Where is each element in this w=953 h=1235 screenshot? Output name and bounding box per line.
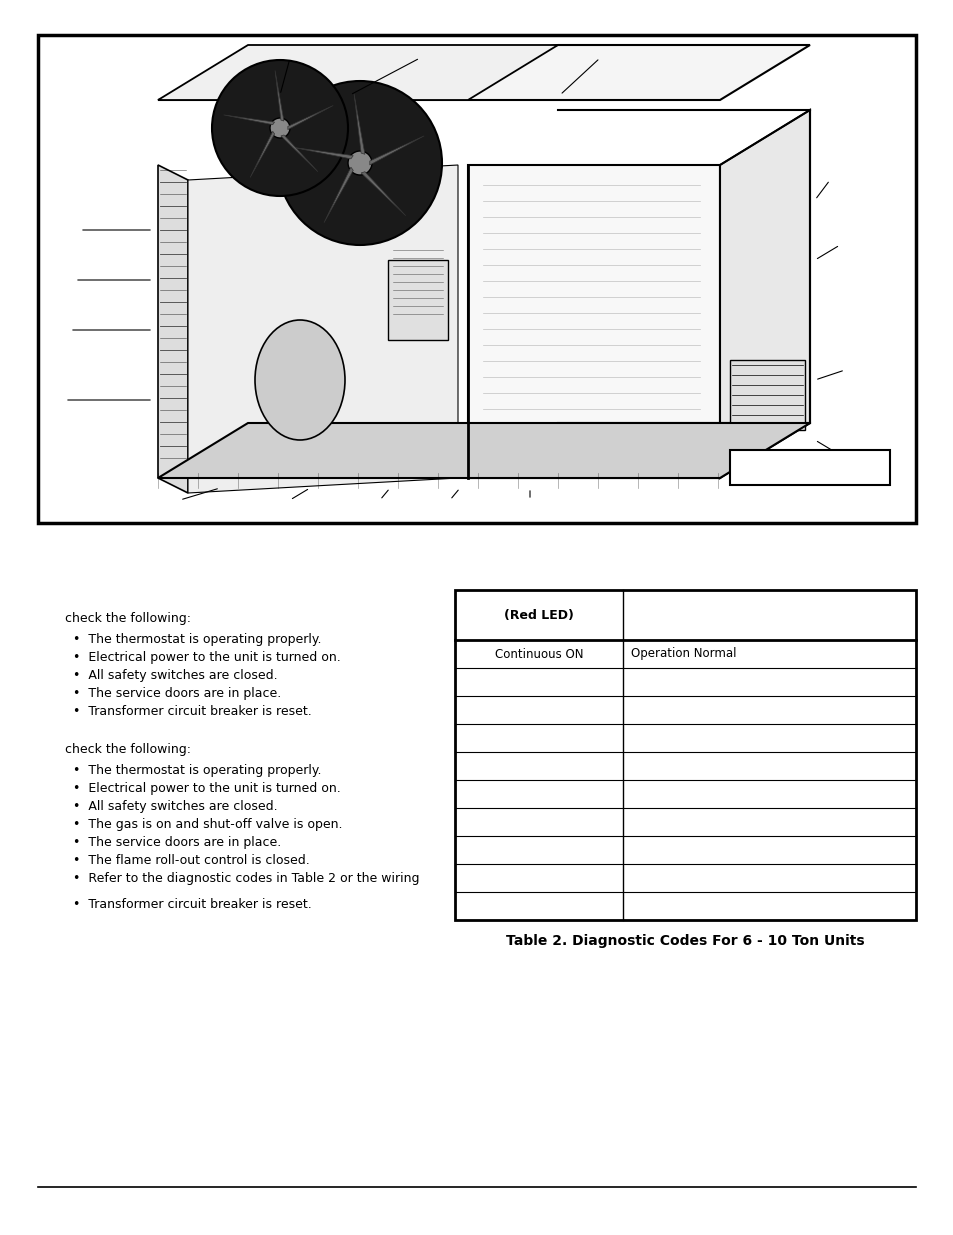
Text: check the following:: check the following:	[65, 743, 191, 756]
Polygon shape	[158, 165, 188, 493]
Polygon shape	[158, 424, 809, 478]
Text: •  The service doors are in place.: • The service doors are in place.	[73, 687, 281, 700]
Bar	[455, 590, 915, 920]
Text: Continuous ON: Continuous ON	[495, 647, 583, 661]
Polygon shape	[158, 44, 809, 100]
Text: •  Electrical power to the unit is turned on.: • Electrical power to the unit is turned…	[73, 782, 340, 795]
Polygon shape	[292, 147, 353, 159]
Polygon shape	[370, 136, 424, 165]
Polygon shape	[223, 115, 274, 125]
Text: •  Transformer circuit breaker is reset.: • Transformer circuit breaker is reset.	[73, 705, 312, 718]
Polygon shape	[250, 131, 274, 178]
Bar	[388, 261, 448, 340]
Text: •  The thermostat is operating properly.: • The thermostat is operating properly.	[73, 634, 321, 646]
Bar	[729, 450, 889, 485]
Polygon shape	[288, 105, 333, 130]
Polygon shape	[280, 135, 317, 172]
Polygon shape	[354, 94, 365, 154]
Text: Operation Normal: Operation Normal	[631, 647, 736, 661]
Polygon shape	[720, 110, 809, 478]
Text: •  The flame roll-out control is closed.: • The flame roll-out control is closed.	[73, 853, 310, 867]
Bar	[729, 359, 804, 430]
Text: •  All safety switches are closed.: • All safety switches are closed.	[73, 669, 277, 682]
Text: (Red LED): (Red LED)	[504, 609, 574, 621]
Polygon shape	[361, 172, 405, 216]
Polygon shape	[274, 70, 284, 121]
Ellipse shape	[254, 320, 345, 440]
Bar	[38, 35, 915, 522]
Text: •  The service doors are in place.: • The service doors are in place.	[73, 836, 281, 848]
Text: •  All safety switches are closed.: • All safety switches are closed.	[73, 800, 277, 813]
Text: •  Electrical power to the unit is turned on.: • Electrical power to the unit is turned…	[73, 651, 340, 664]
Text: •  Refer to the diagnostic codes in Table 2 or the wiring: • Refer to the diagnostic codes in Table…	[73, 872, 419, 885]
Circle shape	[212, 61, 348, 196]
Circle shape	[270, 119, 290, 138]
Circle shape	[348, 151, 372, 175]
Polygon shape	[468, 165, 720, 478]
Text: •  Transformer circuit breaker is reset.: • Transformer circuit breaker is reset.	[73, 898, 312, 911]
Text: •  The gas is on and shut-off valve is open.: • The gas is on and shut-off valve is op…	[73, 818, 342, 831]
Text: check the following:: check the following:	[65, 613, 191, 625]
Polygon shape	[158, 44, 558, 100]
Polygon shape	[324, 167, 353, 222]
Text: •  The thermostat is operating properly.: • The thermostat is operating properly.	[73, 764, 321, 777]
Circle shape	[277, 82, 441, 245]
Polygon shape	[188, 165, 457, 493]
Text: Table 2. Diagnostic Codes For 6 - 10 Ton Units: Table 2. Diagnostic Codes For 6 - 10 Ton…	[506, 934, 864, 948]
